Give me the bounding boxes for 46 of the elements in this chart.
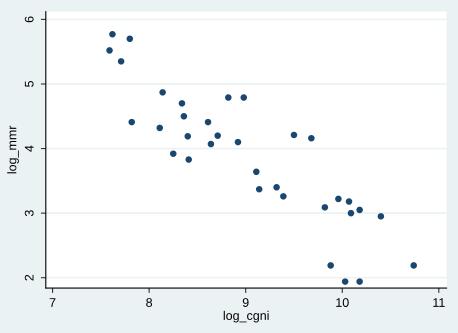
- point: [253, 168, 260, 176]
- point: [356, 278, 363, 285]
- point: [109, 31, 116, 38]
- point: [180, 113, 188, 120]
- point: [159, 89, 166, 96]
- point: [106, 47, 113, 54]
- x-tick-label: 8: [146, 298, 152, 307]
- point: [290, 132, 298, 138]
- y-tick-label: 5: [24, 81, 34, 87]
- y-tick-label: 3: [24, 210, 34, 216]
- point: [280, 193, 287, 200]
- x-tick-label: 7: [50, 298, 56, 307]
- point: [184, 133, 192, 140]
- point: [335, 196, 342, 202]
- point: [273, 184, 280, 191]
- y-tick-label: 2: [24, 274, 34, 281]
- point: [185, 156, 192, 163]
- point: [410, 262, 417, 269]
- y-tick-label: 4: [24, 145, 34, 152]
- x-tick-label: 10: [336, 298, 349, 307]
- point: [126, 36, 134, 42]
- point: [240, 94, 248, 101]
- point: [346, 198, 352, 205]
- point: [214, 132, 221, 139]
- point: [256, 186, 262, 192]
- point: [348, 210, 354, 216]
- point: [156, 124, 164, 132]
- point: [234, 138, 242, 146]
- point: [208, 140, 214, 148]
- point: [342, 278, 348, 285]
- y-axis-title: log_mmr: [7, 126, 19, 174]
- point: [356, 206, 363, 214]
- x-tick-label: 9: [242, 298, 249, 307]
- y-tick-label: 6: [24, 16, 34, 22]
- x-axis-title: log_cgni: [224, 310, 269, 322]
- point: [378, 213, 384, 220]
- point: [308, 134, 315, 142]
- point: [225, 94, 232, 101]
- point: [118, 58, 124, 65]
- point: [170, 150, 177, 157]
- point: [322, 204, 328, 211]
- x-tick-label: 11: [433, 298, 445, 307]
- point: [327, 262, 334, 269]
- point: [128, 118, 135, 126]
- point: [204, 118, 212, 126]
- point: [178, 100, 186, 107]
